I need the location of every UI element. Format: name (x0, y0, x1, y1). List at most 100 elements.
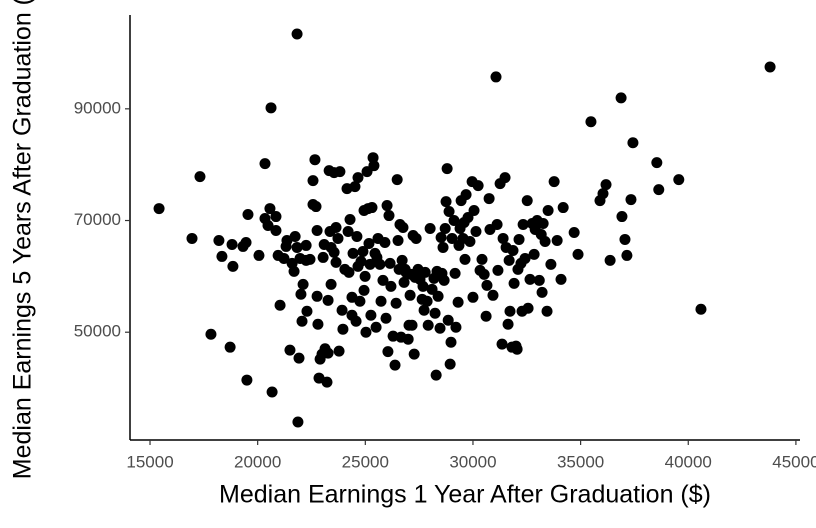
point (365, 309, 377, 321)
point (194, 171, 206, 183)
point (321, 376, 333, 388)
point (216, 250, 228, 262)
point (507, 244, 519, 256)
point (439, 223, 451, 235)
point (572, 248, 584, 260)
point (470, 225, 482, 237)
point (392, 234, 404, 246)
point (242, 209, 254, 221)
x-tick-label: 35000 (557, 452, 604, 471)
point (480, 310, 492, 322)
x-tick-label: 40000 (665, 452, 712, 471)
point (312, 318, 324, 330)
x-tick-label: 30000 (449, 452, 496, 471)
point (380, 312, 392, 324)
point (370, 321, 382, 333)
point (424, 223, 436, 235)
point (438, 274, 450, 286)
point (539, 235, 551, 247)
point (533, 274, 545, 286)
point (264, 203, 276, 215)
point (291, 28, 303, 40)
point (460, 189, 472, 201)
point (459, 253, 471, 265)
point (266, 386, 278, 398)
point (437, 241, 449, 253)
point (224, 341, 236, 353)
point (551, 234, 563, 246)
point (443, 206, 455, 218)
point (521, 195, 533, 207)
point (385, 280, 397, 292)
point (446, 232, 458, 244)
point (347, 247, 359, 259)
point (262, 219, 274, 231)
point (417, 280, 429, 292)
point (490, 71, 502, 83)
point (464, 235, 476, 247)
point (205, 328, 217, 340)
point (402, 333, 414, 345)
point (311, 225, 323, 237)
point (349, 181, 361, 193)
point (396, 254, 408, 266)
point (568, 226, 580, 238)
point (537, 218, 549, 230)
point (487, 289, 499, 301)
point (600, 179, 612, 191)
point (375, 295, 387, 307)
point (351, 230, 363, 242)
point (293, 352, 305, 364)
point (408, 348, 420, 360)
point (310, 201, 322, 213)
point (240, 236, 252, 248)
point (406, 319, 418, 331)
point (497, 232, 509, 244)
point (483, 193, 495, 205)
point (422, 319, 434, 331)
point (304, 253, 316, 265)
point (265, 102, 277, 114)
point (391, 174, 403, 186)
point (334, 166, 346, 178)
point (429, 307, 441, 319)
point (328, 246, 340, 258)
point (450, 321, 462, 333)
point (333, 345, 345, 357)
point (653, 184, 665, 196)
point (383, 210, 395, 222)
point (492, 264, 504, 276)
point (382, 346, 394, 358)
point (336, 304, 348, 316)
point (311, 290, 323, 302)
point (616, 211, 628, 223)
point (597, 188, 609, 200)
point (377, 274, 389, 286)
point (274, 299, 286, 311)
point (695, 303, 707, 315)
point (434, 322, 446, 334)
point (322, 294, 334, 306)
point (359, 270, 371, 282)
point (322, 347, 334, 359)
point (278, 252, 290, 264)
point (435, 231, 447, 243)
point (448, 215, 460, 227)
point (621, 249, 633, 261)
point (513, 233, 525, 245)
point (325, 278, 337, 290)
point (504, 305, 516, 317)
point (226, 238, 238, 250)
point (481, 279, 493, 291)
point (519, 252, 531, 264)
point (301, 305, 313, 317)
point (288, 265, 300, 277)
point (363, 237, 375, 249)
point (522, 302, 534, 314)
point (297, 278, 309, 290)
point (295, 288, 307, 300)
point (619, 233, 631, 245)
point (442, 314, 454, 326)
point (291, 241, 303, 253)
